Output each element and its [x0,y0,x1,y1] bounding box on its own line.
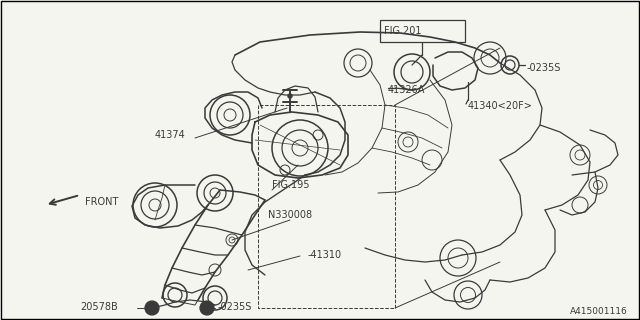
Circle shape [287,93,292,99]
Text: -0235S: -0235S [218,302,252,312]
Text: 20578B: 20578B [80,302,118,312]
Text: 41374: 41374 [155,130,186,140]
Circle shape [204,305,211,311]
Text: FIG.201: FIG.201 [384,26,422,36]
Text: FIG.195: FIG.195 [272,180,310,190]
Text: -0235S: -0235S [527,63,561,73]
Text: N330008: N330008 [268,210,312,220]
Text: 41326A: 41326A [388,85,426,95]
Bar [380,20,465,42]
Text: FRONT: FRONT [85,197,118,207]
Text: 41340<20F>: 41340<20F> [468,101,533,111]
Circle shape [200,301,214,315]
Text: A415001116: A415001116 [570,308,628,316]
Circle shape [148,305,156,311]
Text: -41310: -41310 [308,250,342,260]
Circle shape [145,301,159,315]
